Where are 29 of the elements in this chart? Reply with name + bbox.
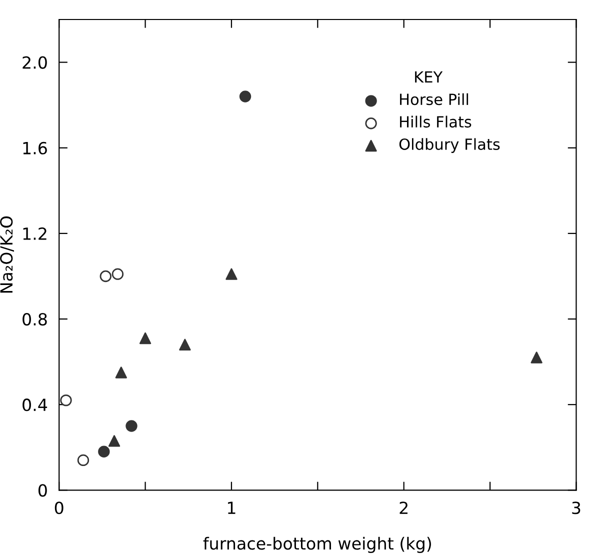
point: [108, 435, 120, 447]
point: [115, 366, 127, 378]
point: [98, 446, 110, 458]
point: [60, 394, 72, 406]
x-axis-title: furnace-bottom weight (kg): [203, 536, 431, 553]
y-tick-label: 0.4: [22, 398, 48, 412]
x-tick-label: 0: [54, 502, 64, 514]
y-tick-label: 0: [38, 484, 47, 497]
point: [112, 268, 124, 280]
x-tick-label: 1: [228, 502, 236, 514]
point: [139, 332, 152, 344]
legend-label: Hills Flats: [400, 116, 472, 128]
legend-title: KEY: [415, 71, 443, 83]
y-tick-label: 1.6: [23, 142, 47, 154]
legend-label: Horse Pill: [400, 93, 468, 106]
y-axis-title: Na₂O/K₂O: [0, 216, 14, 293]
x-tick-label: 3: [572, 502, 580, 514]
y-tick-label: 2.0: [22, 56, 47, 69]
point: [77, 454, 90, 466]
point: [226, 268, 238, 280]
point: [126, 420, 138, 432]
point: [530, 352, 542, 364]
y-tick-label: 1.2: [23, 227, 46, 240]
x-tick-label: 2: [400, 502, 408, 514]
y-tick-label: 0.8: [22, 312, 47, 326]
legend-label: Oldbury Flats: [399, 138, 500, 153]
point: [239, 90, 252, 102]
point: [179, 338, 191, 351]
point: [100, 270, 112, 282]
